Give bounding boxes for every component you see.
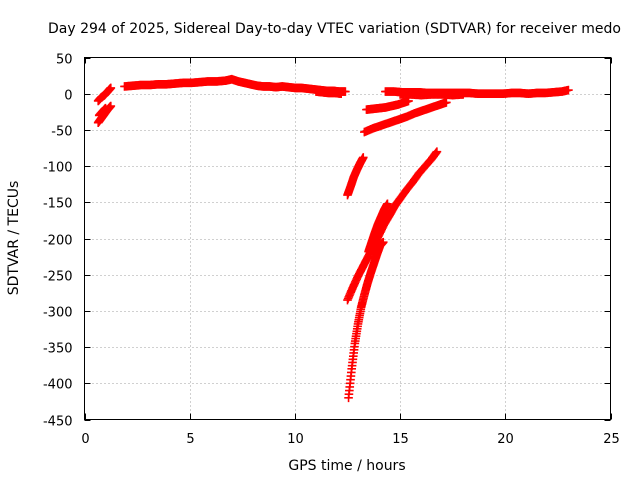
y-tick-label: -400	[43, 378, 73, 393]
y-tick-label: -250	[43, 270, 73, 285]
series-arc-day-lower	[311, 87, 346, 98]
axis-ticks	[84, 57, 612, 421]
data-point-plus	[106, 83, 116, 93]
plot-frame	[84, 57, 611, 420]
x-tick-label: 10	[287, 432, 304, 447]
data-point-plus	[101, 103, 110, 113]
y-tick-label: -200	[43, 234, 73, 249]
series-arc-evening-lower	[395, 90, 468, 100]
y-tick-label: -300	[43, 306, 73, 321]
series-arc-drop-4	[364, 199, 392, 256]
data-point-plus	[358, 153, 368, 162]
series-arc-recovery-2	[362, 96, 413, 114]
x-tick-labels: 0 5 10 15 20 25	[81, 432, 619, 447]
y-tick-label: -150	[43, 197, 73, 212]
x-tick-label: 25	[603, 432, 620, 447]
series-arc-recovery-1	[360, 98, 451, 137]
y-tick-label: 0	[64, 89, 72, 104]
series-arc-early-1	[93, 83, 116, 106]
y-tick-labels: 50 0 -50 -100 -150 -200 -250 -300 -350 -400 -450	[43, 53, 73, 430]
data-point-plus	[458, 90, 468, 99]
y-tick-label: -350	[43, 342, 73, 357]
x-axis-label: GPS time / hours	[288, 458, 405, 474]
data-point-plus	[383, 199, 392, 209]
data-point-plus	[432, 147, 442, 156]
chart-title: Day 294 of 2025, Sidereal Day-to-day VTE…	[48, 21, 621, 37]
data-point-plus	[336, 89, 346, 98]
y-tick-label: -50	[51, 125, 72, 140]
series-arc-drop-1	[343, 153, 368, 200]
series-arc-drop-3	[344, 237, 388, 403]
x-tick-label: 15	[392, 432, 409, 447]
x-tick-label: 5	[186, 432, 194, 447]
y-axis-label: SDTVAR / TECUs	[6, 181, 22, 296]
y-tick-label: -100	[43, 161, 73, 176]
x-tick-label: 0	[81, 432, 89, 447]
y-tick-label: -450	[43, 415, 73, 430]
y-tick-label: 50	[56, 53, 73, 68]
data-series	[93, 74, 573, 403]
x-tick-label: 20	[497, 432, 514, 447]
data-point-plus	[442, 98, 451, 107]
data-point-plus	[564, 85, 573, 95]
series-arc-early-3	[94, 103, 110, 120]
data-point-plus	[106, 101, 116, 111]
data-point-plus	[378, 237, 388, 247]
